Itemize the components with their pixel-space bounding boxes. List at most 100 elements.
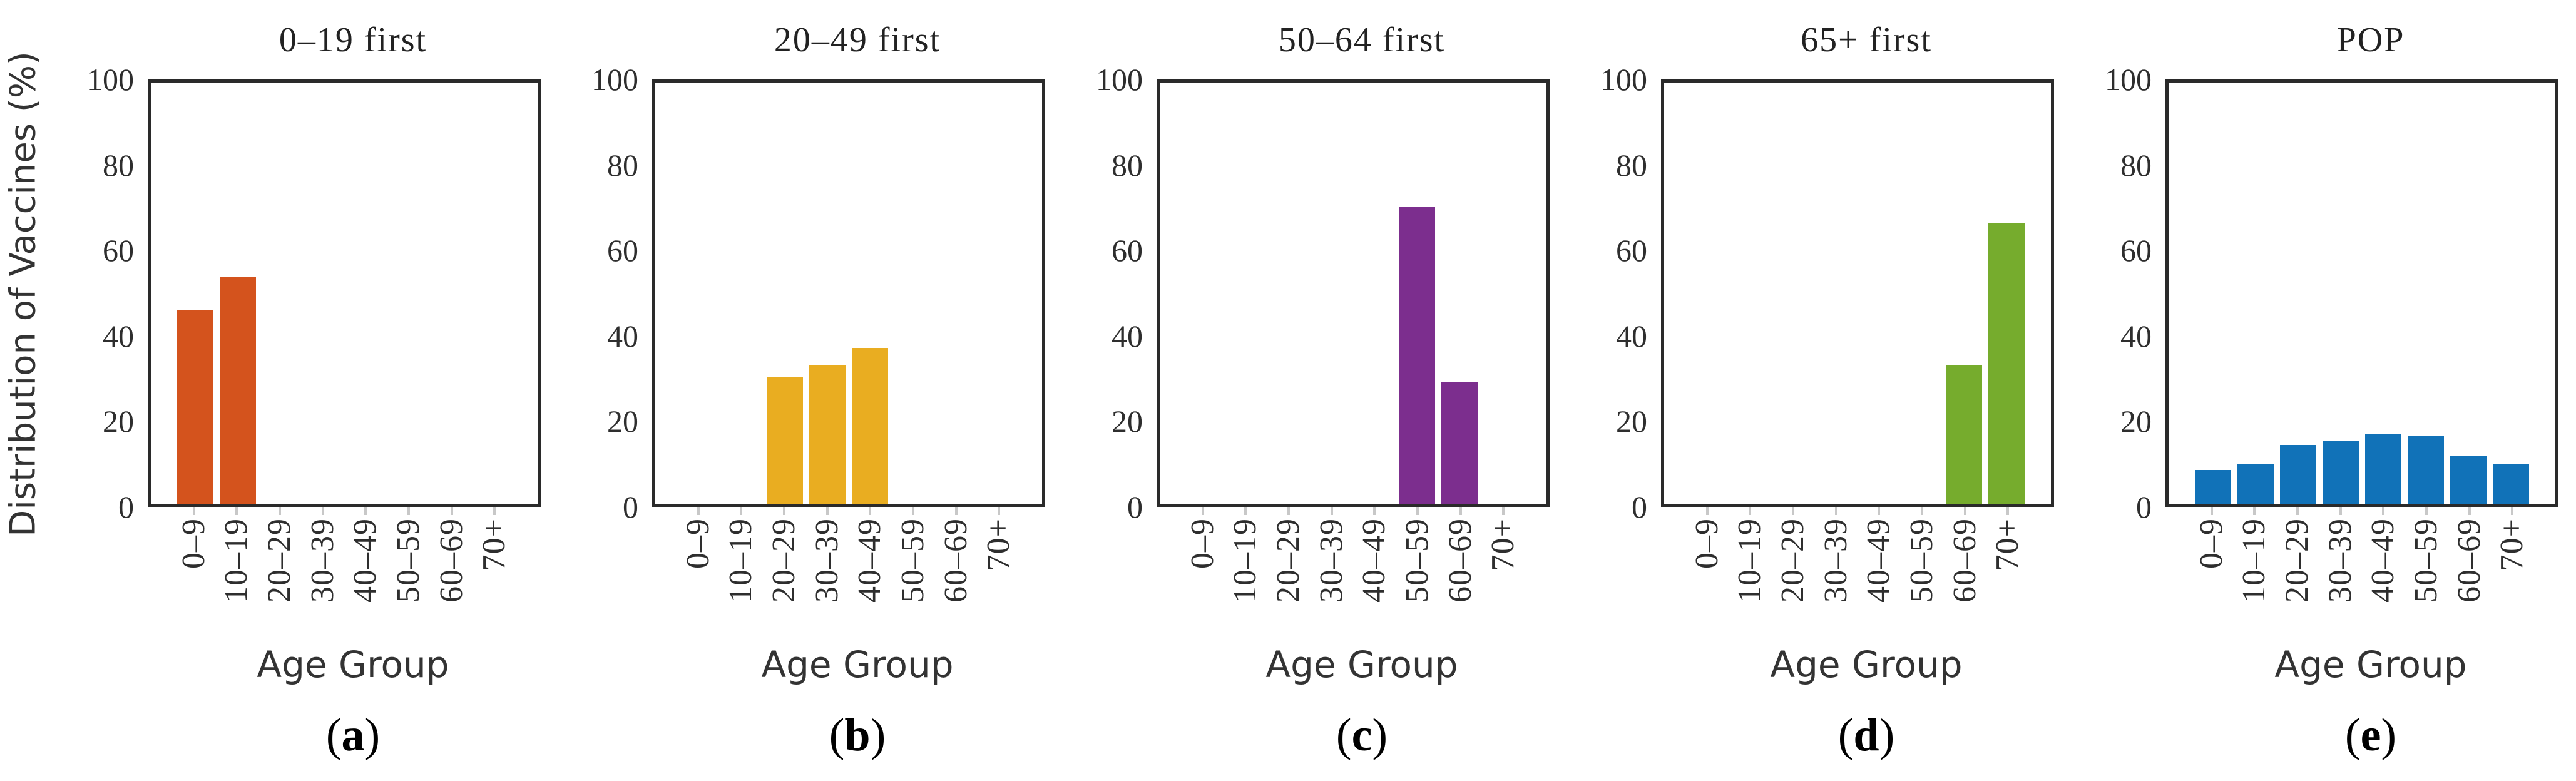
x-tick-mark — [740, 507, 743, 515]
bar-slot-10–19 — [1225, 83, 1268, 504]
x-tick-label: 30–39 — [1817, 518, 1854, 603]
bar-slot-30–39 — [1311, 83, 1353, 504]
x-tick-label: 50–59 — [390, 518, 426, 603]
y-tick-label: 60 — [103, 233, 134, 268]
plot-area — [148, 79, 541, 507]
bar-slot-60–69 — [1438, 83, 1481, 504]
caption-letter: c — [1351, 709, 1372, 761]
y-axis-label: Distribution of Vaccines (%) — [3, 51, 44, 537]
x-tick-slot: 10–19 — [2233, 507, 2276, 640]
bar-slot-20–29 — [2277, 83, 2319, 504]
bar-slot-60–69 — [1943, 83, 1985, 504]
x-tick-label: 70+ — [981, 518, 1017, 571]
x-tick-label: 20–29 — [1270, 518, 1306, 603]
x-tick-mark — [2006, 507, 2010, 515]
bar-slot-0–9 — [1183, 83, 1225, 504]
chart-panel-d: 65+ first 100 80 60 40 20 0 0–9 10–19 20–29 30–3… — [1567, 0, 2072, 781]
x-tick-slot: 0–9 — [677, 507, 720, 640]
bar-slot-10–19 — [217, 83, 259, 504]
bar-slot-60–69 — [429, 83, 472, 504]
bar-0–9 — [2194, 470, 2232, 504]
x-axis-tick-labels-row: 0–9 10–19 20–29 30–39 40–49 50–59 60–69 70+ — [2072, 507, 2576, 640]
x-tick-slot: 70+ — [978, 507, 1021, 640]
bar-slot-50–59 — [387, 83, 429, 504]
panel-title: 20–49 first — [774, 20, 941, 59]
bar-slot-30–39 — [2319, 83, 2362, 504]
panel-caption: (e) — [2345, 709, 2396, 762]
y-tick-label: 60 — [1112, 233, 1143, 268]
caption-row: (e) — [2072, 690, 2576, 781]
bar-slot-0–9 — [1687, 83, 1730, 504]
x-tick-slot: 30–39 — [1814, 507, 1858, 640]
x-tick-slot: 0–9 — [1685, 507, 1729, 640]
x-tick-mark — [869, 507, 872, 515]
x-tick-label: 40–49 — [852, 518, 888, 603]
x-tick-mark — [783, 507, 785, 515]
x-tick-label: 70+ — [476, 518, 513, 571]
x-tick-slot: 60–69 — [2448, 507, 2491, 640]
x-tick-mark — [493, 507, 496, 515]
y-tick-label: 100 — [87, 62, 134, 97]
bar-slot-20–29 — [764, 83, 806, 504]
bar-slot-40–49 — [849, 83, 891, 504]
x-tick-slot: 0–9 — [2190, 507, 2233, 640]
y-tick-label: 0 — [1632, 489, 1647, 524]
x-tick-mark — [2511, 507, 2514, 515]
bar-slot-20–29 — [1772, 83, 1815, 504]
bar-70+ — [1988, 223, 2025, 504]
x-tick-label: 10–19 — [218, 518, 255, 603]
caption-row: (a) — [54, 690, 558, 781]
x-tick-label: 60–69 — [1442, 518, 1478, 603]
x-tick-mark — [235, 507, 238, 515]
x-tick-slot: 20–29 — [258, 507, 302, 640]
x-tick-slot: 20–29 — [763, 507, 806, 640]
x-axis-tick-labels-row: 0–9 10–19 20–29 30–39 40–49 50–59 60–69 70+ — [1063, 507, 1567, 640]
x-tick-label: 40–49 — [1356, 518, 1393, 603]
panel-caption: (c) — [1336, 709, 1388, 762]
bars-container — [1687, 83, 2028, 504]
bar-slot-60–69 — [934, 83, 976, 504]
bar-slot-30–39 — [302, 83, 344, 504]
x-axis-ticks: 0–9 10–19 20–29 30–39 40–49 50–59 60–69 70+ — [652, 507, 1045, 640]
x-tick-label: 50–59 — [2408, 518, 2444, 603]
x-tick-slot: 0–9 — [1181, 507, 1224, 640]
bar-20–29 — [766, 377, 804, 504]
x-tick-slot: 70+ — [1482, 507, 1525, 640]
bar-0–9 — [176, 310, 214, 504]
x-axis-ticks: 0–9 10–19 20–29 30–39 40–49 50–59 60–69 70+ — [1157, 507, 1550, 640]
x-tick-label: 30–39 — [2322, 518, 2358, 603]
panel-caption: (b) — [829, 709, 886, 762]
x-tick-mark — [1330, 507, 1333, 515]
bar-slot-0–9 — [678, 83, 721, 504]
x-tick-slot: 70+ — [473, 507, 516, 640]
x-axis-label: Age Group — [1265, 643, 1458, 686]
x-tick-label: 50–59 — [1399, 518, 1435, 603]
x-axis-ticks: 0–9 10–19 20–29 30–39 40–49 50–59 60–69 70+ — [1661, 507, 2054, 640]
x-tick-slot: 30–39 — [1310, 507, 1353, 640]
y-tick-label: 0 — [118, 489, 134, 524]
bar-slot-30–39 — [1815, 83, 1858, 504]
bar-60–69 — [1441, 381, 1478, 504]
y-tick-label: 100 — [591, 62, 638, 97]
y-tick-label: 60 — [2120, 233, 2152, 268]
x-tick-slot: 60–69 — [934, 507, 978, 640]
x-tick-slot: 30–39 — [2319, 507, 2362, 640]
plot-row: 100 80 60 40 20 0 — [54, 62, 558, 524]
y-tick-label: 80 — [607, 147, 638, 183]
x-tick-mark — [2339, 507, 2342, 515]
bar-slot-20–29 — [1268, 83, 1311, 504]
y-tick-label: 60 — [607, 233, 638, 268]
x-tick-slot: 70+ — [2491, 507, 2534, 640]
bar-60–69 — [1945, 364, 1983, 504]
panel-title-row: 20–49 first — [558, 0, 1063, 79]
x-axis-label-row: Age Group — [558, 640, 1063, 690]
x-tick-slot: 0–9 — [172, 507, 215, 640]
caption-letter: e — [2360, 709, 2381, 761]
bar-slot-50–59 — [1900, 83, 1943, 504]
caption-close-paren: ) — [1372, 709, 1388, 761]
plot-area — [652, 79, 1045, 507]
y-tick-label: 20 — [1112, 404, 1143, 439]
bar-30–39 — [809, 364, 846, 504]
bars-container — [1183, 83, 1523, 504]
x-tick-mark — [2210, 507, 2213, 515]
